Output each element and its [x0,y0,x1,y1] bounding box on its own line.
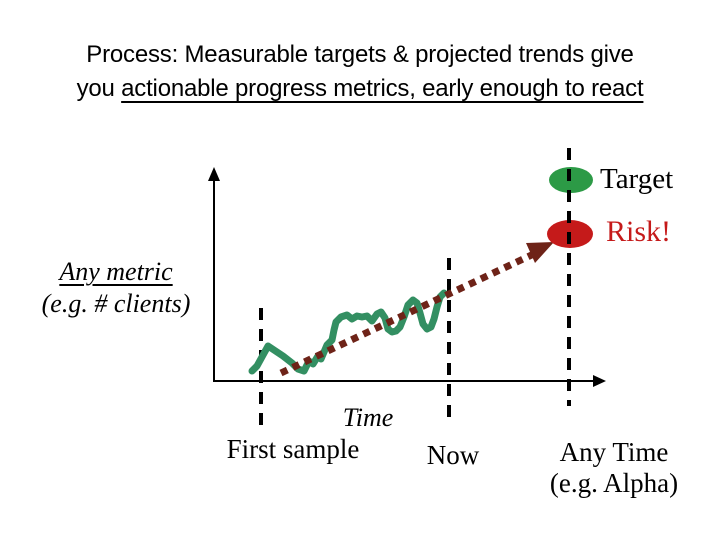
label-first-sample: First sample [226,434,360,464]
slide-title-line-1: Process: Measurable targets & projected … [86,41,634,68]
label-any-time-line-1: Any Time [559,437,669,467]
label-any-time: Any Time (e.g. Alpha) [531,437,697,499]
slide-title-line-2: you actionable progress metrics, early e… [76,75,644,102]
y-axis-label-line-1: Any metric [59,257,173,286]
slide-title: Process: Measurable targets & projected … [20,38,700,106]
target-label: Target [600,163,674,195]
trend-arrowhead-icon [526,242,554,263]
label-any-time-line-2: (e.g. Alpha) [549,468,679,498]
y-axis-label: Any metric (e.g. # clients) [25,256,207,320]
y-axis-label-line-2: (e.g. # clients) [41,289,191,318]
risk-label: Risk! [606,215,672,248]
x-axis-arrow-icon [593,375,606,387]
trend-line [279,248,540,377]
y-axis-arrow-icon [208,167,220,181]
metric-line [248,289,448,375]
x-axis-label: Time [342,403,394,432]
label-now: Now [426,440,480,470]
slide-title-underlined-text: actionable progress metrics, early enoug… [121,75,644,102]
